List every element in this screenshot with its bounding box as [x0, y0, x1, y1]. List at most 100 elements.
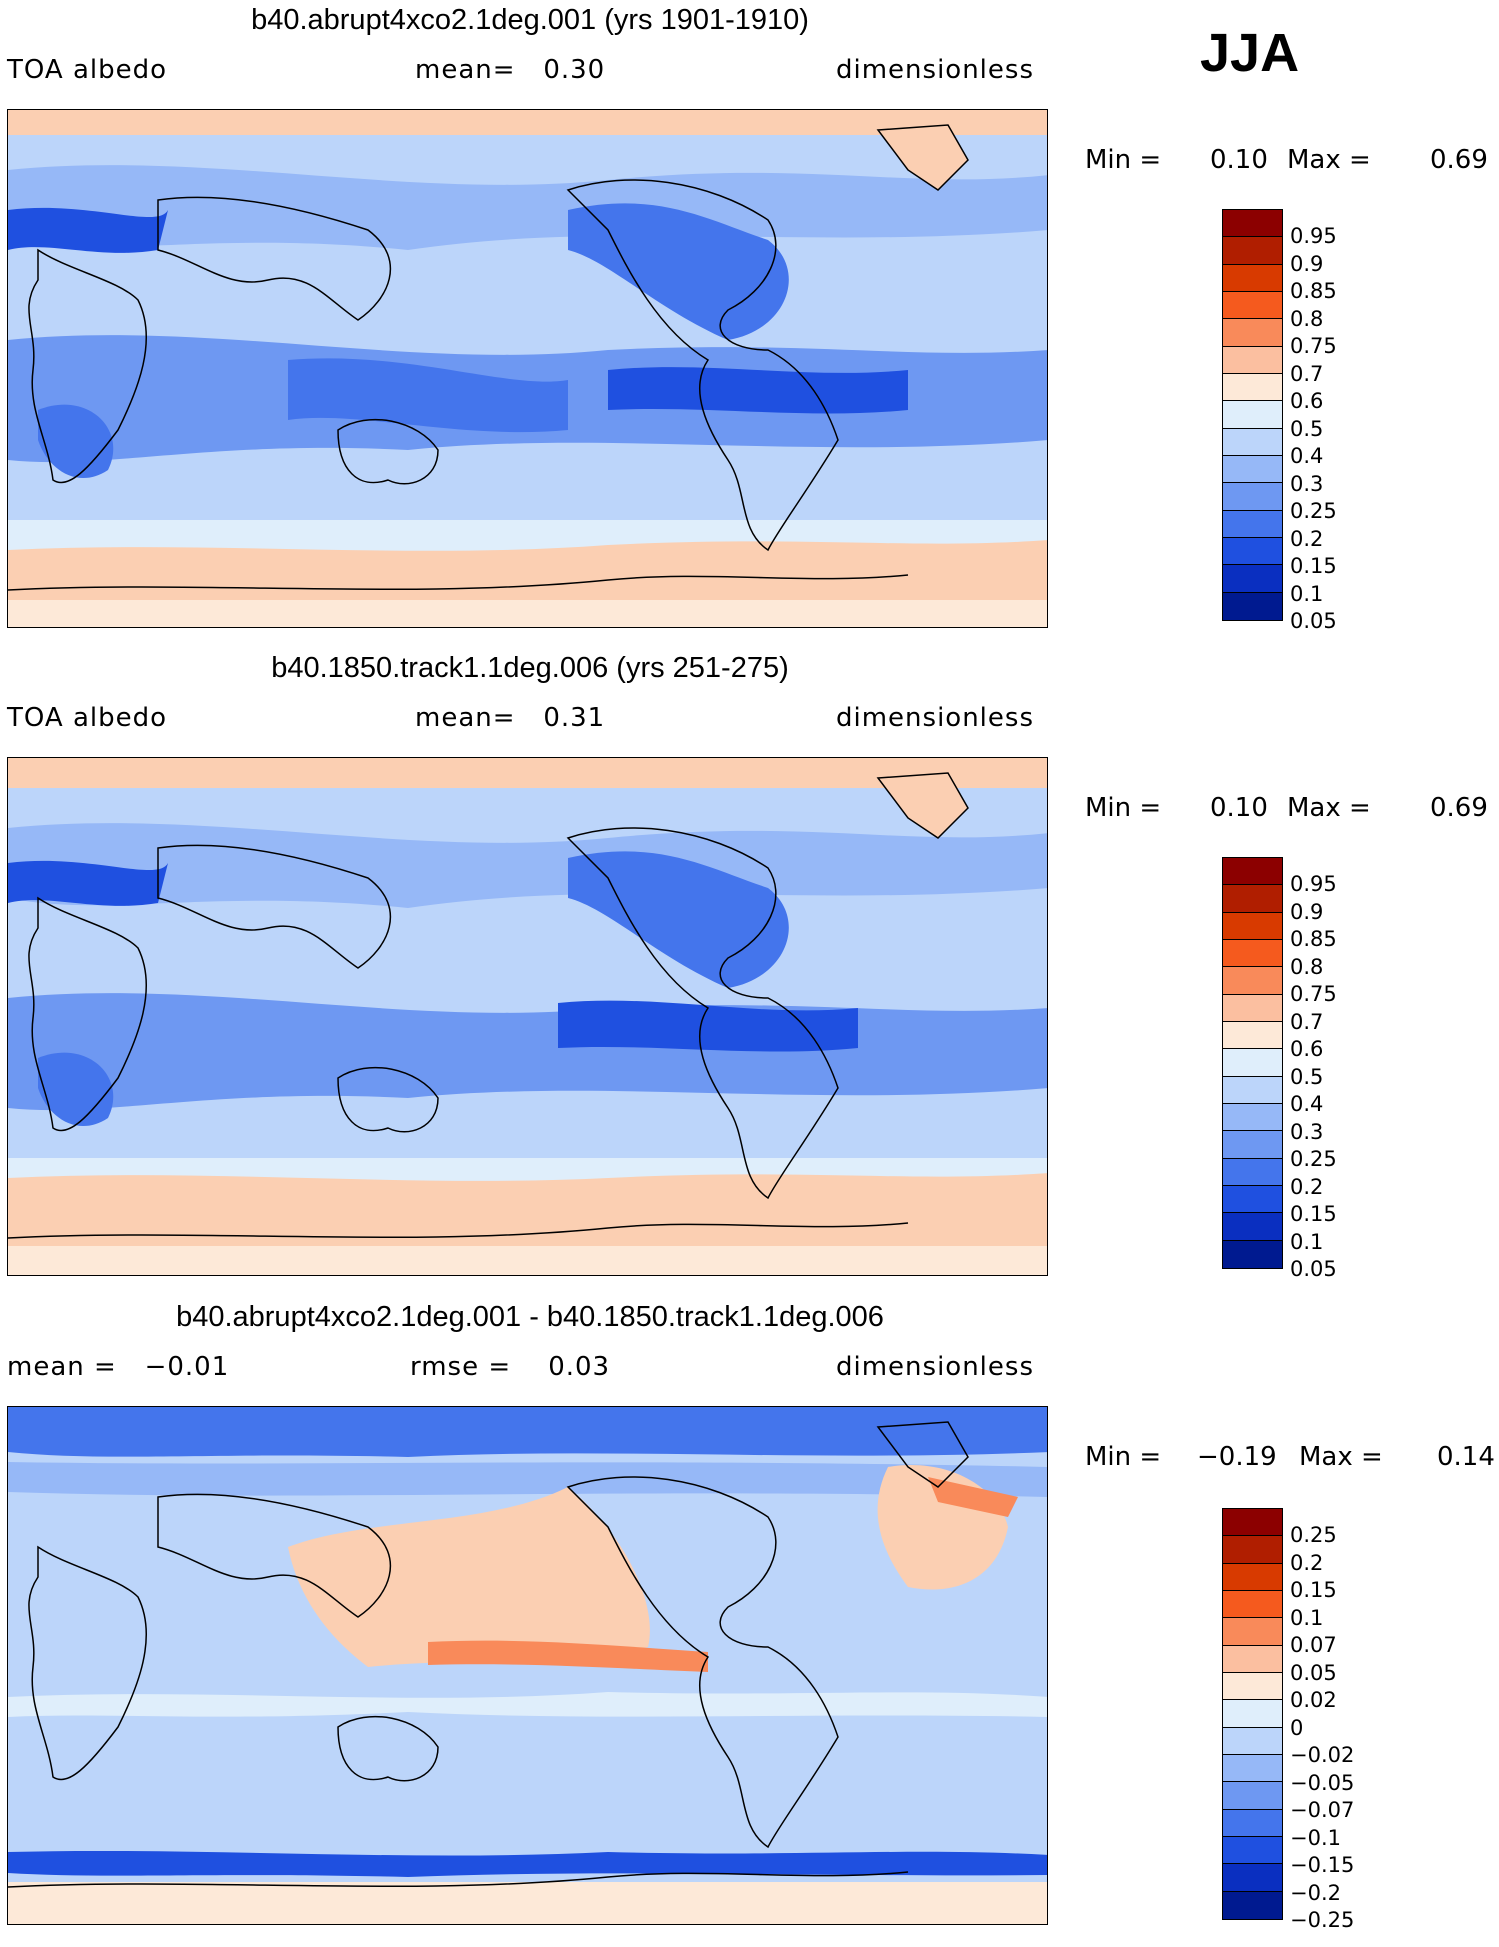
colorbar-swatch: [1223, 455, 1282, 484]
min-value: −0.19: [1197, 1442, 1277, 1472]
colorbar-tick-label: 0.25: [1290, 1523, 1337, 1548]
min-label: Min =: [1085, 1442, 1162, 1472]
colorbar-tick-label: 0: [1290, 1715, 1304, 1740]
colorbar-swatch: [1223, 537, 1282, 566]
colorbar-tick-label: 0.85: [1290, 279, 1337, 304]
colorbar-swatch: [1223, 510, 1282, 538]
colorbar-tick-label: 0.07: [1290, 1633, 1337, 1658]
colorbar-swatch: [1223, 912, 1282, 940]
max-value: 0.69: [1430, 145, 1488, 175]
albedo-map: [7, 109, 1048, 628]
colorbar-swatch: [1223, 1049, 1282, 1077]
colorbar-swatch: [1223, 1809, 1282, 1837]
colorbar-tick-label: 0.75: [1290, 982, 1337, 1007]
variable-label: TOA albedo: [7, 55, 168, 85]
colorbar: [1222, 857, 1283, 1269]
colorbar-tick-label: −0.02: [1290, 1743, 1355, 1768]
colorbar-tick-label: 0.15: [1290, 1202, 1337, 1227]
colorbar-tick-label: 0.2: [1290, 1550, 1324, 1575]
colorbar-swatch: [1223, 1131, 1282, 1159]
colorbar-swatch: [1223, 1240, 1282, 1268]
max-value: 0.69: [1430, 793, 1488, 823]
colorbar-swatch: [1223, 1536, 1282, 1564]
colorbar-tick-label: −0.15: [1290, 1853, 1355, 1878]
colorbar-tick-label: 0.05: [1290, 1257, 1337, 1281]
rmse-label: rmse = 0.03: [410, 1352, 611, 1382]
colorbar-tick-label: 0.6: [1290, 389, 1324, 414]
colorbar-tick-label: 0.3: [1290, 1119, 1324, 1144]
colorbar-swatch: [1223, 210, 1282, 238]
colorbar-swatch: [1223, 1563, 1282, 1591]
colorbar-swatch: [1223, 1158, 1282, 1186]
mean-label: mean= 0.31: [415, 703, 606, 733]
colorbar-swatch: [1223, 401, 1282, 429]
units-label: dimensionless: [836, 703, 1034, 733]
colorbar-tick-label: 0.15: [1290, 1578, 1337, 1603]
colorbar: [1222, 1508, 1283, 1920]
colorbar-swatch: [1223, 1836, 1282, 1865]
colorbar-tick-label: 0.05: [1290, 609, 1337, 633]
colorbar-tick-label: 0.1: [1290, 581, 1324, 606]
colorbar: [1222, 209, 1283, 621]
colorbar-swatch: [1223, 1509, 1282, 1537]
colorbar-tick-label: −0.07: [1290, 1798, 1355, 1823]
max-label: Max =: [1287, 145, 1371, 175]
colorbar-tick-label: 0.5: [1290, 1064, 1324, 1089]
colorbar-swatch: [1223, 592, 1282, 620]
season-label: JJA: [1200, 23, 1300, 83]
colorbar-tick-label: 0.9: [1290, 251, 1324, 276]
colorbar-tick-label: 0.15: [1290, 554, 1337, 579]
colorbar-swatch: [1223, 237, 1282, 265]
colorbar-tick-label: 0.7: [1290, 361, 1324, 386]
colorbar-swatch: [1223, 483, 1282, 511]
min-label: Min =: [1085, 145, 1162, 175]
colorbar-tick-label: 0.4: [1290, 1092, 1324, 1117]
colorbar-tick-label: 0.4: [1290, 444, 1324, 469]
mean-label: mean= 0.30: [415, 55, 606, 85]
colorbar-tick-label: 0.95: [1290, 224, 1337, 249]
colorbar-tick-label: 0.25: [1290, 1147, 1337, 1172]
colorbar-swatch: [1223, 291, 1282, 320]
max-label: Max =: [1287, 793, 1371, 823]
colorbar-swatch: [1223, 1590, 1282, 1619]
colorbar-swatch: [1223, 1782, 1282, 1810]
min-label: Min =: [1085, 793, 1162, 823]
colorbar-tick-label: 0.25: [1290, 499, 1337, 524]
colorbar-tick-label: 0.95: [1290, 872, 1337, 897]
colorbar-tick-label: −0.05: [1290, 1770, 1355, 1795]
colorbar-tick-label: −0.25: [1290, 1908, 1355, 1932]
colorbar-swatch: [1223, 1700, 1282, 1728]
max-value: 0.14: [1437, 1442, 1495, 1472]
albedo-map: [7, 757, 1048, 1276]
colorbar-swatch: [1223, 939, 1282, 968]
panel-3: b40.abrupt4xco2.1deg.001 - b40.1850.trac…: [0, 1297, 1499, 1947]
colorbar-tick-label: 0.9: [1290, 899, 1324, 924]
panel-2: b40.1850.track1.1deg.006 (yrs 251-275) T…: [0, 648, 1499, 1298]
colorbar-tick-label: 0.8: [1290, 954, 1324, 979]
panel-1: b40.abrupt4xco2.1deg.001 (yrs 1901-1910)…: [0, 0, 1499, 650]
colorbar-swatch: [1223, 1727, 1282, 1755]
difference-map: [7, 1406, 1048, 1925]
min-value: 0.10: [1210, 145, 1268, 175]
colorbar-tick-label: 0.1: [1290, 1605, 1324, 1630]
colorbar-swatch: [1223, 1185, 1282, 1214]
colorbar-tick-label: 0.8: [1290, 306, 1324, 331]
colorbar-swatch: [1223, 858, 1282, 886]
panel-title: b40.abrupt4xco2.1deg.001 (yrs 1901-1910): [251, 4, 809, 36]
colorbar-swatch: [1223, 1891, 1282, 1919]
colorbar-tick-label: −0.1: [1290, 1825, 1341, 1850]
colorbar-swatch: [1223, 1213, 1282, 1241]
colorbar-tick-label: 0.2: [1290, 1174, 1324, 1199]
colorbar-tick-label: 0.75: [1290, 334, 1337, 359]
colorbar-swatch: [1223, 264, 1282, 292]
colorbar-tick-label: 0.5: [1290, 416, 1324, 441]
colorbar-swatch: [1223, 319, 1282, 347]
colorbar-tick-label: 0.05: [1290, 1660, 1337, 1685]
min-value: 0.10: [1210, 793, 1268, 823]
colorbar-swatch: [1223, 1076, 1282, 1104]
units-label: dimensionless: [836, 55, 1034, 85]
panel-title: b40.abrupt4xco2.1deg.001 - b40.1850.trac…: [176, 1301, 884, 1333]
colorbar-swatch: [1223, 373, 1282, 402]
colorbar-swatch: [1223, 565, 1282, 593]
colorbar-tick-label: 0.85: [1290, 927, 1337, 952]
